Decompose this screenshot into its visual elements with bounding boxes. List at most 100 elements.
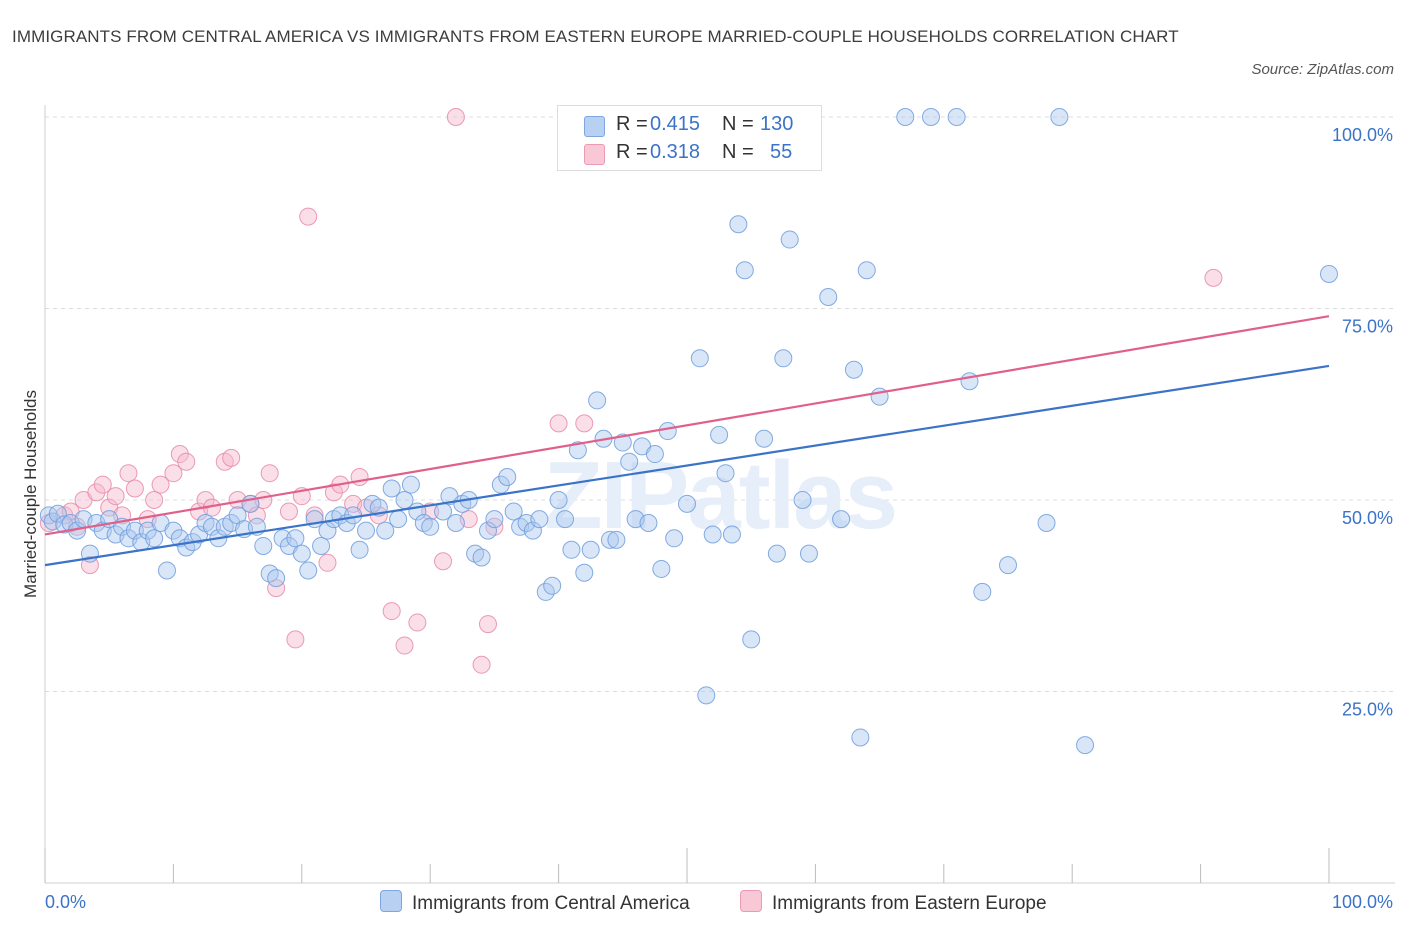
data-point [446, 513, 465, 532]
data-point [48, 504, 67, 523]
data-point [857, 261, 876, 280]
data-point [844, 360, 863, 379]
data-point [299, 207, 318, 226]
legend-swatch-blue [584, 116, 605, 137]
data-point [145, 491, 164, 509]
data-point [575, 563, 594, 582]
data-point [260, 464, 279, 483]
gridlines [45, 116, 1395, 692]
data-point [408, 613, 427, 632]
data-point [312, 536, 331, 555]
bottom-legend-swatch-blue [380, 890, 402, 912]
data-point [478, 615, 497, 634]
bottom-legend-eastern-europe: Immigrants from Eastern Europe [740, 890, 1047, 916]
data-point [851, 728, 870, 747]
data-point [106, 487, 125, 506]
trend-line-central-america [44, 364, 1330, 567]
y-tick-labels: 25.0% 50.0% 75.0% 100.0% [1332, 125, 1393, 720]
legend-r-value: 0.415 [650, 113, 701, 135]
data-point [491, 475, 510, 494]
data-point [921, 108, 940, 126]
y-tick-label-100: 100.0% [1332, 125, 1393, 145]
data-point [774, 349, 793, 368]
data-point [119, 464, 138, 483]
data-point [999, 556, 1017, 575]
data-point [170, 445, 189, 464]
data-point [690, 349, 709, 368]
data-point [222, 448, 241, 467]
data-point [780, 230, 799, 249]
data-point [421, 517, 440, 536]
source-label: Source: ZipAtlas.com [1251, 61, 1394, 78]
legend-n-label: N = [722, 113, 754, 135]
data-point [678, 494, 696, 513]
legend-n-value: 130 [760, 113, 794, 135]
data-point [401, 475, 420, 494]
data-point [729, 215, 748, 234]
data-point [164, 464, 183, 483]
data-point [472, 548, 491, 567]
data-point [755, 429, 774, 448]
data-point [254, 536, 273, 555]
data-point [164, 521, 183, 540]
data-point [125, 521, 144, 540]
legend-r-label: R = [616, 113, 648, 135]
data-point [652, 559, 671, 578]
data-point [645, 445, 664, 464]
data-point [947, 108, 966, 126]
data-point [620, 452, 639, 471]
data-point [382, 479, 401, 498]
data-point [607, 530, 626, 549]
data-point [973, 582, 992, 601]
data-point [434, 552, 453, 571]
data-point [767, 544, 786, 563]
data-point [267, 569, 286, 588]
data-point [722, 525, 741, 544]
data-point [568, 441, 587, 460]
bottom-legend-label: Immigrants from Central America [412, 893, 690, 914]
data-point [93, 475, 112, 494]
data-point [1076, 736, 1095, 755]
data-point [324, 483, 343, 502]
data-point [639, 513, 658, 532]
data-point [819, 288, 838, 307]
y-tick-label-75: 75.0% [1342, 317, 1393, 337]
data-point [151, 475, 170, 494]
data-point [658, 422, 677, 441]
data-point [581, 540, 600, 559]
data-point [1204, 268, 1223, 287]
data-point [318, 553, 337, 572]
data-point [703, 525, 722, 544]
series-eastern-europe-points [39, 108, 1223, 674]
data-point [832, 510, 851, 529]
data-point [273, 529, 292, 548]
data-point [735, 261, 754, 280]
bottom-legend-swatch-pink [740, 890, 762, 912]
data-point [478, 521, 497, 540]
x-tick-label-min: 0.0% [45, 892, 86, 912]
data-point [389, 510, 408, 529]
bottom-legend-central-america: Immigrants from Central America [380, 890, 690, 916]
axes [44, 105, 1395, 884]
data-point [357, 521, 375, 540]
correlation-legend: R = 0.415 N = 130 R = 0.318 N = 55 [557, 105, 822, 171]
data-point [556, 510, 575, 529]
data-point [799, 544, 818, 563]
y-tick-label-25: 25.0% [1342, 700, 1393, 720]
data-point [376, 521, 395, 540]
y-tick-label-50: 50.0% [1342, 508, 1393, 528]
data-point [286, 529, 305, 548]
data-point [697, 686, 716, 705]
data-point [600, 530, 619, 549]
chart-title: IMMIGRANTS FROM CENTRAL AMERICA VS IMMIG… [12, 27, 1179, 46]
data-point [549, 414, 568, 433]
data-point [543, 576, 562, 595]
y-axis-label: Married-couple Households [21, 390, 40, 598]
legend-n-label: N = [722, 141, 754, 163]
data-point [665, 529, 684, 548]
data-point [350, 540, 369, 559]
data-point [157, 561, 176, 580]
data-point [793, 491, 812, 509]
data-point [382, 602, 401, 621]
